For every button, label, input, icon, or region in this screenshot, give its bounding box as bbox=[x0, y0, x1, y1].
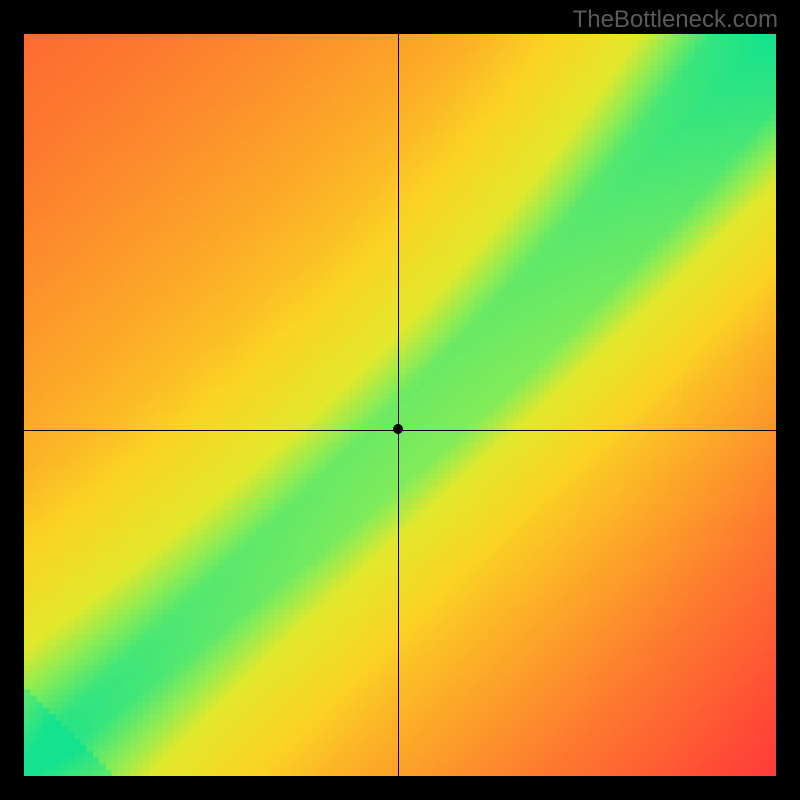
crosshair-vertical bbox=[398, 34, 399, 776]
page-root: TheBottleneck.com bbox=[0, 0, 800, 800]
bottleneck-heatmap bbox=[24, 34, 776, 776]
watermark-text: TheBottleneck.com bbox=[573, 6, 778, 34]
